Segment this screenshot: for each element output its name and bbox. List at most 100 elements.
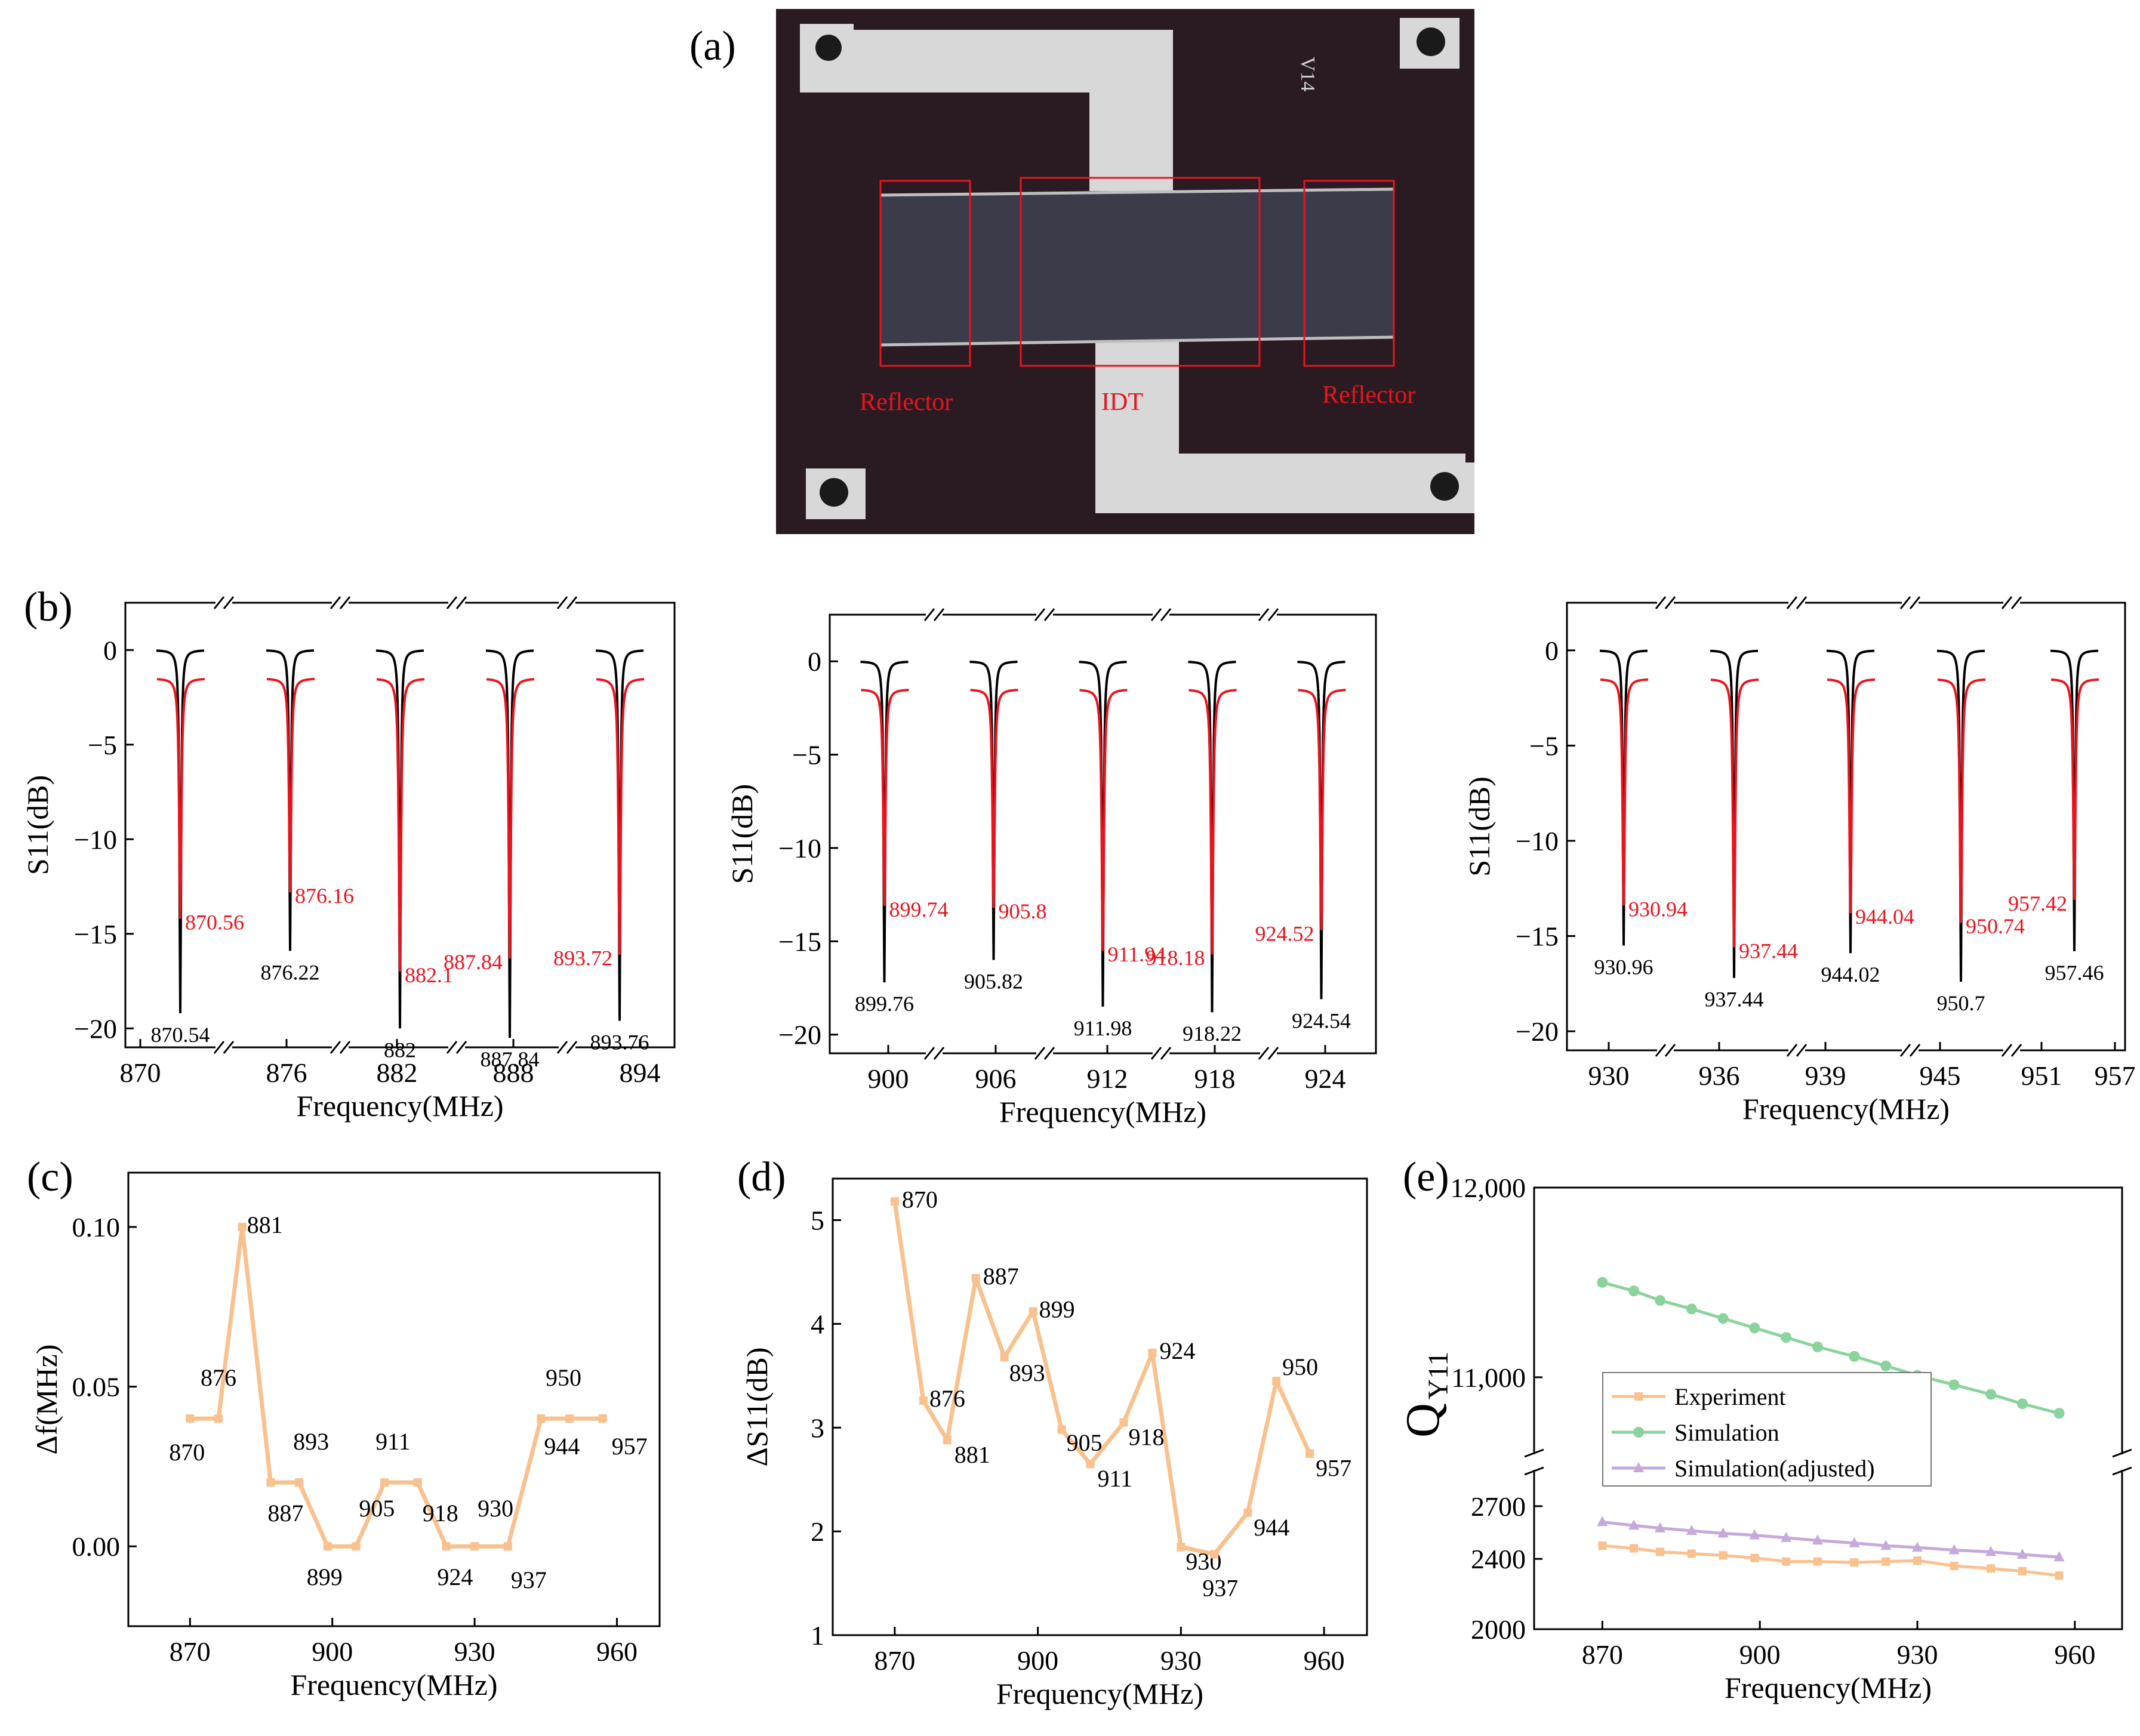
plot-frame (124, 602, 676, 1049)
x-tick-label: 876 (266, 1057, 307, 1088)
series-line (190, 1225, 603, 1549)
x-axis-label: Frequency(MHz) (1725, 1671, 1932, 1704)
legend: Experiment Simulation Simulation(adjusted) (1602, 1372, 1932, 1487)
data-label: 911 (1098, 1465, 1133, 1492)
axis-break-mark (1150, 608, 1162, 621)
axis-break-mark (1909, 1044, 1921, 1057)
plot-frame (127, 1171, 661, 1627)
panel-label-d: (d) (737, 1154, 786, 1200)
measured-curve-red (266, 677, 315, 893)
axis-break-mark (2010, 1044, 2022, 1057)
measured-curve-red (1188, 689, 1237, 955)
data-point (1598, 1541, 1607, 1550)
x-tick-label: 930 (1897, 1639, 1938, 1670)
red-dip-label: 899.74 (889, 898, 949, 921)
axis-break-mark (1899, 596, 1911, 609)
data-point (1781, 1531, 1792, 1542)
axis-break-mark (556, 1041, 568, 1054)
reflector-box-left (879, 180, 971, 367)
chart-s11-900-924: 0 −5 −10 −15 −20 900 906 912 918 924 Frequency(MHz… (725, 608, 1377, 1128)
y-tick-label: 5 (811, 1205, 824, 1236)
black-dip-label: 957.46 (2045, 961, 2104, 985)
data-point (1630, 1544, 1639, 1553)
black-dip-label: 893.76 (590, 1031, 649, 1054)
data-point (413, 1478, 422, 1487)
plot-frame (832, 1177, 1368, 1636)
y-axis-label: S11(dB) (21, 775, 54, 875)
data-point (2055, 1571, 2064, 1580)
axis-break-mark (213, 1041, 225, 1054)
data-label: 893 (293, 1428, 329, 1455)
y-axis-label: Q (1397, 1403, 1449, 1438)
red-dip-label: 950.74 (1966, 914, 2025, 938)
y-tick-label: −10 (778, 833, 821, 864)
black-dip-label: 950.7 (1937, 991, 1985, 1015)
data-label: 918 (1128, 1424, 1164, 1451)
black-dip-label: 887.84 (481, 1047, 540, 1071)
data-point (1177, 1543, 1186, 1552)
axis-break-mark (330, 596, 341, 609)
y-tick-label: 2400 (1471, 1544, 1526, 1574)
red-dip-label: 893.72 (553, 946, 612, 970)
axis-break-mark (1524, 1448, 1544, 1458)
axis-break-mark (933, 1047, 945, 1060)
x-tick-label: 930 (454, 1636, 495, 1667)
region-label-idt: IDT (1101, 388, 1143, 416)
axis-break-gap (1528, 1454, 1540, 1470)
data-label: 905 (359, 1495, 395, 1522)
red-dip-label: 887.84 (444, 950, 503, 974)
red-dip-label: 882.1 (405, 963, 453, 987)
legend-marker (1634, 1392, 1643, 1401)
x-axis-label: Frequency(MHz) (999, 1095, 1206, 1128)
x-tick-label: 870 (874, 1645, 915, 1676)
data-label: 944 (1254, 1514, 1289, 1541)
x-tick-label: 882 (377, 1057, 418, 1088)
axis-break-mark (1796, 596, 1808, 609)
data-point (919, 1396, 928, 1405)
data-point (442, 1542, 451, 1551)
data-point (1750, 1553, 1759, 1562)
data-point (1880, 1540, 1892, 1550)
data-point (1686, 1303, 1697, 1315)
red-dip-label: 911.94 (1108, 942, 1166, 966)
data-point (1243, 1508, 1252, 1517)
x-axis-label: Frequency(MHz) (996, 1677, 1203, 1710)
y-tick-label: 4 (811, 1309, 824, 1339)
axis-break-mark (446, 596, 458, 609)
axis-break-mark (223, 596, 235, 609)
measured-curve-red (1600, 678, 1649, 906)
axis-break-mark (1267, 608, 1279, 621)
data-point (352, 1542, 361, 1551)
x-tick-label: 870 (170, 1636, 211, 1667)
data-point (266, 1478, 275, 1487)
data-point (2018, 1567, 2027, 1575)
data-label: 893 (1009, 1359, 1045, 1386)
axis-break-mark (1655, 1044, 1667, 1057)
y-tick-label: −10 (74, 824, 117, 855)
red-dip-label: 937.44 (1739, 939, 1798, 963)
measured-curve-black (1188, 661, 1236, 1013)
x-tick-label: 900 (1017, 1645, 1058, 1676)
red-dip-label: 876.16 (295, 884, 354, 908)
data-point (1782, 1557, 1791, 1566)
data-label: 876 (201, 1364, 236, 1391)
black-dip-label: 870.54 (151, 1023, 210, 1047)
measured-curve-red (970, 689, 1018, 908)
x-tick-label: 900 (312, 1636, 353, 1667)
x-tick-label: 900 (1739, 1639, 1781, 1670)
measured-curve-red (596, 678, 645, 955)
legend-label: Simulation(adjusted) (1674, 1455, 1875, 1482)
measured-curve-red (1710, 678, 1759, 948)
x-tick-label: 900 (868, 1063, 909, 1094)
data-point (503, 1542, 512, 1551)
red-dip-label: 924.52 (1255, 922, 1314, 946)
x-tick-label: 906 (975, 1063, 1017, 1094)
data-point (943, 1436, 952, 1445)
x-tick-label: 960 (1304, 1645, 1345, 1676)
plot-frame (1533, 1186, 2123, 1630)
chart-s11-930-957: 0 −5 −10 −15 −20 930 936 939 945 951 957 Frequency(… (1462, 596, 2136, 1126)
axis-break-mark (1160, 1047, 1172, 1060)
data-point (214, 1414, 223, 1423)
x-tick-label: 918 (1194, 1063, 1236, 1094)
